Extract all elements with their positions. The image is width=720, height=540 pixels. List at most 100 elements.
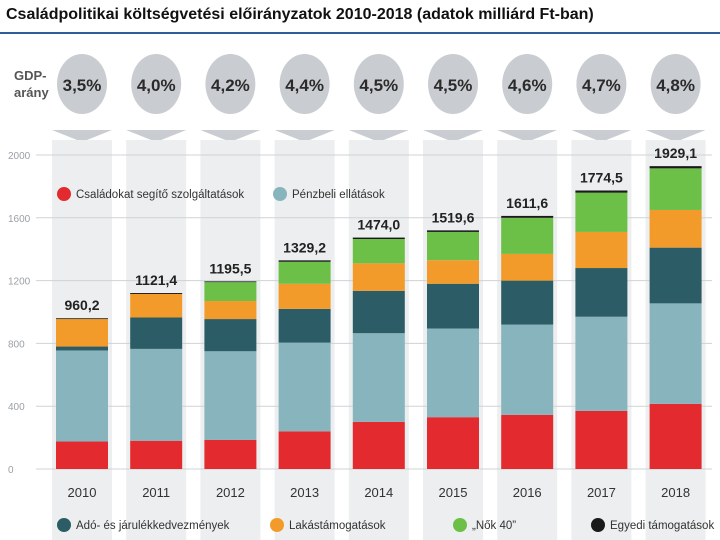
bar-segment <box>352 237 405 239</box>
x-tick-label: 2017 <box>587 485 616 500</box>
bar-segment <box>649 303 702 404</box>
legend-swatch <box>591 518 605 532</box>
legend-swatch <box>57 187 71 201</box>
total-label: 1121,4 <box>135 272 177 288</box>
gdp-pill <box>279 54 330 114</box>
gdp-value: 4,8% <box>656 76 695 95</box>
x-tick-label: 2014 <box>364 485 393 500</box>
bar-segment <box>204 351 257 440</box>
y-tick-label: 400 <box>8 402 25 413</box>
total-label: 1929,1 <box>654 145 697 161</box>
gdp-pill <box>131 54 182 114</box>
legend-swatch <box>270 518 284 532</box>
y-tick-label: 1600 <box>8 214 31 225</box>
gdp-pill <box>428 54 478 114</box>
gdp-pill <box>57 54 107 114</box>
bar-segment <box>130 293 183 318</box>
x-axis: 2010 2011 2012 2013 2014 2015 2016 2017 2018 <box>68 485 691 500</box>
legend-label: Adó- és járulékkedvezmények <box>76 520 230 532</box>
gdp-chevron <box>423 130 483 142</box>
bar-segment <box>278 342 331 432</box>
gdp-chevrons <box>52 130 706 142</box>
gdp-value: 4,7% <box>582 76 621 95</box>
bar-segment <box>56 346 108 351</box>
stacked-bar-chart: GDP- arány 3,5% 4,0% 4,2% 4,4% 4,5% 4,5% 4,6% 4… <box>8 54 714 540</box>
gdp-chevron <box>645 130 706 142</box>
bar-segment <box>130 440 183 469</box>
gdp-chevron <box>200 130 261 142</box>
bar-segment <box>575 410 628 469</box>
bar-segment <box>56 318 108 320</box>
bar-segment <box>575 316 628 411</box>
gdp-chevron <box>52 130 112 142</box>
bar-segment <box>575 268 628 317</box>
total-label: 1519,6 <box>432 209 475 225</box>
legend-label: Lakástámogatások <box>289 520 386 532</box>
bar-segment <box>130 317 183 349</box>
gdp-chevron <box>126 130 187 142</box>
legend-swatch <box>57 518 71 532</box>
total-label: 1195,5 <box>209 260 251 276</box>
bar-segment <box>649 209 702 248</box>
gdp-chevron <box>497 130 558 142</box>
bar-segment <box>278 260 331 262</box>
bar-segment <box>130 293 183 294</box>
y-tick-label: 800 <box>8 339 25 350</box>
gdp-chevron <box>571 130 632 142</box>
total-label: 1329,2 <box>283 239 326 255</box>
x-tick-label: 2015 <box>439 485 468 500</box>
gdp-pill <box>353 54 404 114</box>
gdp-row: GDP- arány <box>14 68 49 100</box>
legend-swatch <box>273 187 287 201</box>
bar-segment <box>352 421 405 469</box>
bar-segment <box>204 439 257 469</box>
bar-segment <box>501 280 554 325</box>
bar-segment <box>352 238 405 264</box>
legend-label: Pénzbeli ellátások <box>292 189 385 201</box>
gdp-chevron <box>348 130 409 142</box>
gdp-value: 4,5% <box>359 76 398 95</box>
gdp-value: 4,6% <box>508 76 547 95</box>
legend-label: „Nők 40” <box>472 520 516 532</box>
total-labels: 960,2 1121,4 1195,5 1329,2 1474,0 1519,6 1611,… <box>64 145 697 313</box>
legend-label: Egyedi támogatások <box>610 520 714 532</box>
bar-segment <box>278 431 331 469</box>
bar-segment <box>501 414 554 469</box>
bar-segment <box>278 283 331 309</box>
gdp-value: 3,5% <box>63 76 102 95</box>
bar-segment <box>204 319 257 352</box>
legend-bottom: Adó- és járulékkedvezmények Lakástámogatá… <box>57 518 714 532</box>
legend-top: Családokat segítő szolgáltatások Pénzbeli… <box>57 187 385 201</box>
gdp-pill <box>576 54 627 114</box>
y-tick-label: 0 <box>8 465 14 476</box>
total-label: 1774,5 <box>580 169 623 185</box>
bar-segment <box>204 282 257 302</box>
bar-segment <box>130 348 183 441</box>
bar-segment <box>427 328 479 418</box>
bar-segment <box>427 260 479 284</box>
total-label: 1474,0 <box>357 217 400 233</box>
y-tick-label: 2000 <box>8 151 31 162</box>
gdp-value: 4,2% <box>211 76 250 95</box>
y-tick-label: 1200 <box>8 277 31 288</box>
x-tick-label: 2016 <box>513 485 542 500</box>
total-label: 1611,6 <box>506 195 548 211</box>
bar-segment <box>204 281 257 283</box>
bar-segment <box>575 190 628 193</box>
page-title: Családpolitikai költségvetési előirányza… <box>6 6 594 23</box>
bar-segment <box>427 231 479 261</box>
gdp-value: 4,5% <box>434 76 473 95</box>
title-bar: Családpolitikai költségvetési előirányza… <box>0 0 720 34</box>
gdp-pill <box>205 54 256 114</box>
bars <box>56 166 702 469</box>
gdp-value: 4,4% <box>285 76 324 95</box>
x-tick-label: 2010 <box>68 485 97 500</box>
bar-segment <box>352 333 405 422</box>
bar-segment <box>352 263 405 291</box>
legend-label: Családokat segítő szolgáltatások <box>76 189 244 201</box>
title-underline <box>0 32 720 34</box>
bar-segment <box>427 230 479 232</box>
bar-segment <box>575 231 628 269</box>
bar-segment <box>278 308 331 343</box>
